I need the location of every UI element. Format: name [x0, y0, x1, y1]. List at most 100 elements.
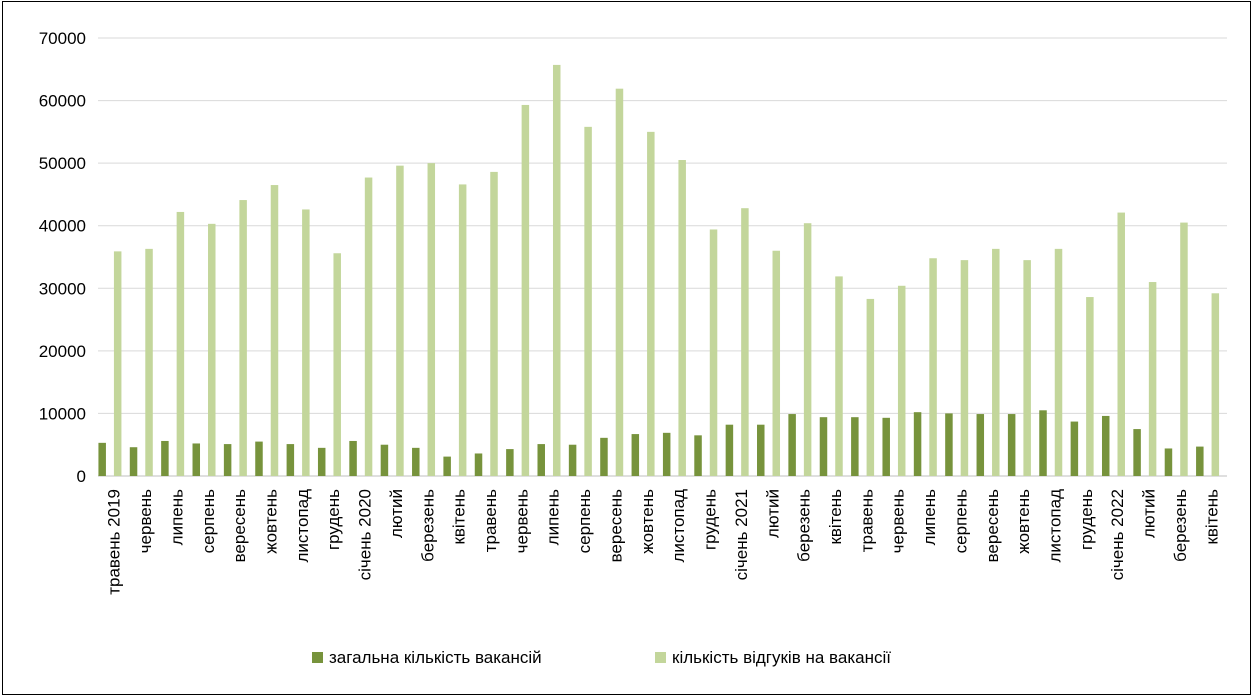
- bar-vacancies: [882, 417, 890, 476]
- bar-responses: [427, 163, 436, 476]
- bar-vacancies: [412, 447, 420, 476]
- x-tick-label: лютий: [763, 489, 782, 538]
- x-tick-label: квітень: [1202, 489, 1221, 545]
- bar-vacancies: [317, 447, 326, 476]
- x-tick-label: липень: [167, 489, 186, 545]
- x-tick-label: січень 2020: [356, 489, 375, 580]
- bar-vacancies: [537, 444, 545, 476]
- x-tick-label: березень: [1171, 489, 1190, 562]
- y-tick-label: 70000: [39, 29, 86, 48]
- bar-vacancies: [694, 435, 702, 476]
- bar-vacancies: [788, 414, 796, 476]
- bar-vacancies: [349, 440, 357, 476]
- x-tick-label: червень: [136, 489, 155, 553]
- bar-responses: [929, 258, 937, 476]
- x-tick-label: липень: [544, 489, 563, 545]
- legend-label-vacancies: загальна кількість вакансій: [329, 648, 542, 667]
- bar-responses: [145, 248, 153, 476]
- bar-vacancies: [1039, 410, 1047, 476]
- bar-responses: [897, 285, 906, 476]
- bar-vacancies: [380, 444, 389, 476]
- bar-responses: [992, 248, 1000, 476]
- bar-responses: [866, 298, 875, 476]
- x-tick-label: листопад: [1046, 489, 1065, 563]
- x-tick-label: вересень: [983, 489, 1002, 563]
- x-tick-label: серпень: [575, 489, 594, 553]
- bar-responses: [1180, 222, 1188, 476]
- bar-responses: [176, 211, 185, 476]
- bar-vacancies: [976, 414, 985, 476]
- x-tick-label: червень: [889, 489, 908, 553]
- x-tick-label: жовтень: [638, 489, 657, 554]
- bar-vacancies: [1133, 429, 1141, 476]
- x-tick-label: жовтень: [1014, 489, 1033, 554]
- bar-vacancies: [506, 449, 514, 476]
- x-tick-label: травень: [481, 489, 500, 552]
- bar-vacancies: [129, 447, 138, 476]
- bar-responses: [741, 208, 749, 477]
- bar-responses: [113, 251, 122, 476]
- x-tick-label: квітень: [450, 489, 469, 545]
- bar-responses: [490, 171, 498, 476]
- x-tick-label: листопад: [293, 489, 312, 563]
- bar-vacancies: [223, 444, 232, 476]
- bar-vacancies: [662, 432, 671, 476]
- bar-responses: [396, 165, 404, 476]
- bar-responses: [333, 253, 341, 476]
- y-tick-label: 30000: [39, 279, 86, 298]
- bar-vacancies: [98, 442, 106, 476]
- x-tick-label: серпень: [199, 489, 218, 553]
- bar-vacancies: [1007, 414, 1016, 476]
- x-tick-label: грудень: [324, 489, 343, 550]
- x-tick-label: березень: [795, 489, 814, 562]
- bar-responses: [615, 88, 624, 476]
- bar-responses: [302, 209, 310, 476]
- bar-responses: [458, 184, 467, 476]
- x-tick-label: серпень: [951, 489, 970, 553]
- bar-responses: [678, 160, 686, 476]
- bar-responses: [364, 177, 373, 476]
- bar-responses: [1054, 248, 1063, 476]
- x-tick-label: листопад: [669, 489, 688, 563]
- x-tick-label: травень: [857, 489, 876, 552]
- bar-responses: [647, 131, 655, 476]
- bar-vacancies: [851, 417, 859, 476]
- bar-responses: [239, 200, 247, 476]
- legend-swatch-responses: [655, 652, 666, 663]
- y-tick-label: 50000: [39, 154, 86, 173]
- bar-vacancies: [286, 444, 295, 476]
- bar-vacancies: [945, 413, 953, 476]
- bar-responses: [803, 223, 812, 476]
- x-tick-label: травень 2019: [105, 489, 124, 595]
- bar-responses: [1086, 297, 1094, 476]
- bar-vacancies: [819, 417, 828, 476]
- bar-vacancies: [1164, 448, 1173, 476]
- bar-responses: [552, 64, 561, 477]
- y-tick-label: 10000: [39, 404, 86, 423]
- legend-swatch-vacancies: [312, 652, 323, 663]
- x-tick-label: грудень: [1077, 489, 1096, 550]
- bar-responses: [208, 223, 216, 476]
- bar-responses: [960, 260, 969, 476]
- bar-vacancies: [913, 412, 922, 476]
- bar-responses: [772, 250, 781, 476]
- bar-responses: [521, 104, 530, 477]
- y-tick-label: 60000: [39, 92, 86, 111]
- x-tick-label: вересень: [230, 489, 249, 563]
- x-tick-label: лютий: [387, 489, 406, 538]
- y-tick-label: 0: [77, 467, 86, 486]
- x-tick-label: жовтень: [261, 489, 280, 554]
- bar-vacancies: [255, 441, 263, 476]
- bar-responses: [1023, 260, 1031, 476]
- bar-responses: [584, 126, 592, 476]
- bar-vacancies: [631, 434, 640, 476]
- bar-vacancies: [192, 443, 201, 476]
- x-tick-label: червень: [512, 489, 531, 553]
- bar-vacancies: [1196, 446, 1204, 476]
- x-tick-label: квітень: [826, 489, 845, 545]
- y-tick-label: 20000: [39, 342, 86, 361]
- x-tick-label: лютий: [1140, 489, 1159, 538]
- x-tick-label: березень: [418, 489, 437, 562]
- bar-responses: [709, 229, 718, 476]
- bar-responses: [1117, 212, 1125, 476]
